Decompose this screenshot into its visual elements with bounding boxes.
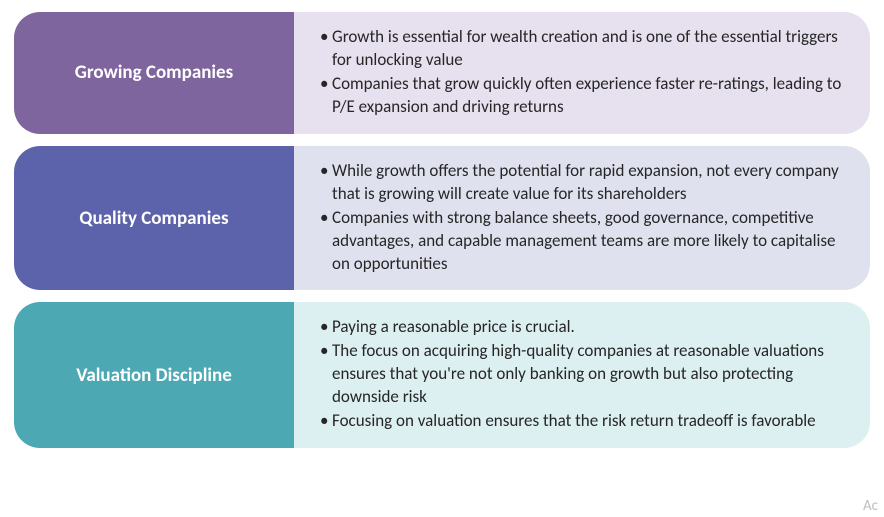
bullet-item: Growth is essential for wealth creation … bbox=[320, 26, 848, 72]
row-content: Paying a reasonable price is crucial.The… bbox=[294, 302, 870, 448]
row-label: Quality Companies bbox=[14, 146, 294, 291]
bullet-item: The focus on acquiring high-quality comp… bbox=[320, 340, 848, 409]
bullet-list: While growth offers the potential for ra… bbox=[304, 160, 848, 277]
bullet-item: While growth offers the potential for ra… bbox=[320, 160, 848, 206]
bullet-item: Focusing on valuation ensures that the r… bbox=[320, 410, 848, 433]
bullet-list: Growth is essential for wealth creation … bbox=[304, 26, 848, 120]
row-content: While growth offers the potential for ra… bbox=[294, 146, 870, 291]
bullet-item: Companies that grow quickly often experi… bbox=[320, 73, 848, 119]
row-content: Growth is essential for wealth creation … bbox=[294, 12, 870, 134]
info-row: Growing Companies Growth is essential for… bbox=[14, 12, 870, 134]
info-row: Valuation DisciplinePaying a reasonable … bbox=[14, 302, 870, 448]
info-row: Quality Companies While growth offers the… bbox=[14, 146, 870, 291]
row-label: Growing Companies bbox=[14, 12, 294, 134]
bullet-item: Paying a reasonable price is crucial. bbox=[320, 316, 848, 339]
watermark-text: Ac bbox=[863, 497, 878, 515]
bullet-item: Companies with strong balance sheets, go… bbox=[320, 207, 848, 276]
rows-container: Growing Companies Growth is essential for… bbox=[14, 12, 870, 448]
bullet-list: Paying a reasonable price is crucial.The… bbox=[304, 316, 848, 434]
row-label: Valuation Discipline bbox=[14, 302, 294, 448]
